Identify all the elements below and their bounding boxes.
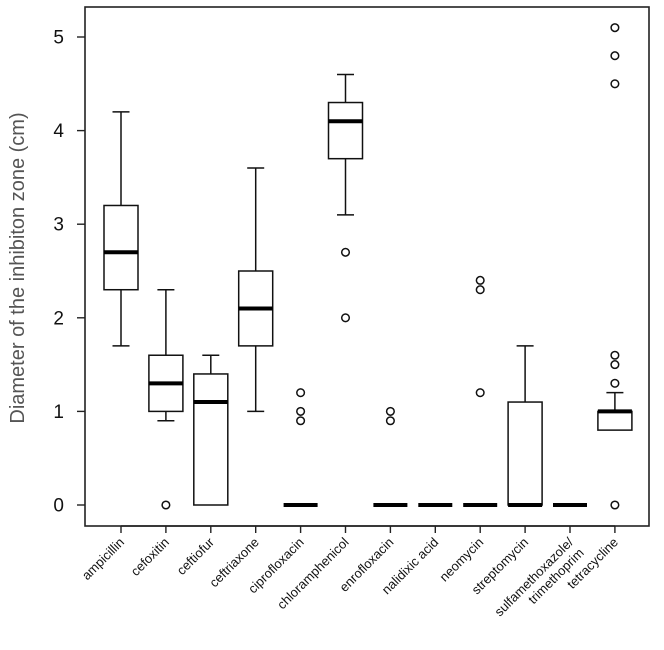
iqr-box (193, 373, 229, 506)
x-tick-label-line: cefoxitin (128, 535, 172, 579)
y-tick-label: 4 (53, 121, 64, 142)
outlier-point (610, 79, 620, 89)
iqr-box (327, 101, 364, 160)
box-streptomycin (507, 345, 543, 507)
outlier-point (340, 313, 351, 323)
y-tick-label: 3 (53, 215, 64, 236)
outlier-point (296, 416, 306, 426)
outlier-point (475, 275, 485, 285)
outlier-point (385, 416, 395, 426)
outlier-point (475, 285, 485, 295)
x-axis: ampicillin cefoxitin ceftiofurceftriaxonec… (79, 526, 621, 619)
outlier-point (296, 388, 306, 398)
box-ampicillin (103, 111, 139, 347)
boxes-layer (103, 23, 633, 510)
y-tick-label: 2 (53, 308, 64, 329)
iqr-box (597, 410, 633, 431)
x-tick-label: ceftiofur (174, 534, 218, 578)
x-tick-label: ampicillin (79, 535, 127, 583)
box-cefoxitin (148, 288, 184, 510)
outlier-point (610, 23, 620, 33)
outlier-point (610, 378, 620, 388)
outlier-point (385, 406, 395, 416)
outlier-point (161, 500, 171, 510)
outlier-point (610, 51, 620, 61)
iqr-box (507, 401, 543, 506)
box-ciprofloxacin (283, 388, 318, 507)
outlier-point (296, 406, 306, 416)
box-ceftriaxone (237, 167, 274, 413)
x-tick-label-line: ampicillin (79, 535, 127, 583)
box-neomycin (463, 275, 498, 507)
box-chloramphenicol (327, 73, 364, 323)
y-tick-label: 0 (53, 496, 64, 517)
outlier-point (610, 500, 620, 510)
outlier-point (610, 360, 620, 370)
y-axis: 0 1 2 3 4 5 (53, 28, 85, 517)
iqr-box (103, 204, 139, 291)
y-axis-label: Diameter of the inhibiton zone (cm) (7, 112, 29, 423)
box-ceftiofur (193, 354, 229, 506)
box-tetracycline (597, 23, 633, 510)
plot-frame (84, 6, 650, 527)
outlier-point (340, 247, 351, 257)
outlier-point (610, 350, 620, 360)
box-enrofloxacin (373, 406, 408, 507)
x-tick-label: cefoxitin (128, 535, 172, 579)
x-tick-label-line: ceftiofur (174, 534, 218, 578)
y-tick-label: 5 (53, 28, 64, 49)
outlier-point (475, 388, 485, 398)
y-tick-label: 1 (53, 402, 64, 423)
